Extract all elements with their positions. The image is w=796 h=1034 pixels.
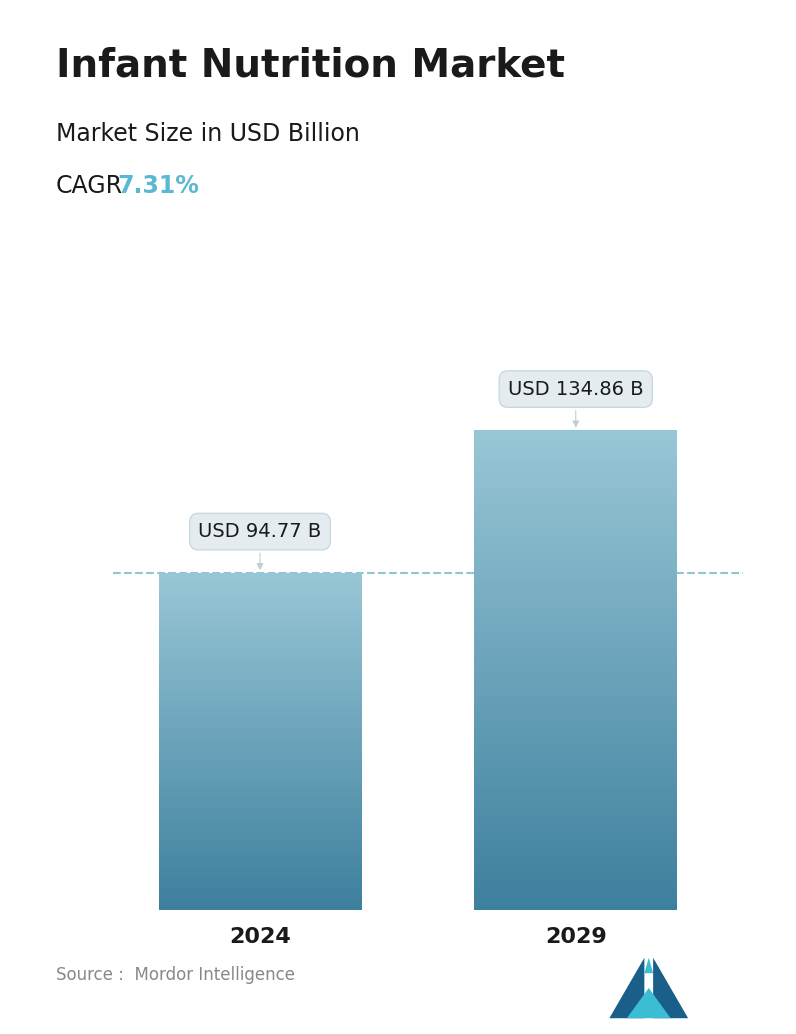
Text: 7.31%: 7.31% xyxy=(118,174,200,197)
Polygon shape xyxy=(627,989,670,1018)
Polygon shape xyxy=(610,957,645,1018)
Text: Infant Nutrition Market: Infant Nutrition Market xyxy=(56,47,564,85)
Text: USD 134.86 B: USD 134.86 B xyxy=(508,379,644,427)
Text: CAGR: CAGR xyxy=(56,174,123,197)
Polygon shape xyxy=(654,957,688,1018)
Text: Market Size in USD Billion: Market Size in USD Billion xyxy=(56,122,360,146)
Polygon shape xyxy=(645,957,654,973)
Text: Source :  Mordor Intelligence: Source : Mordor Intelligence xyxy=(56,967,295,984)
Text: USD 94.77 B: USD 94.77 B xyxy=(198,522,322,569)
